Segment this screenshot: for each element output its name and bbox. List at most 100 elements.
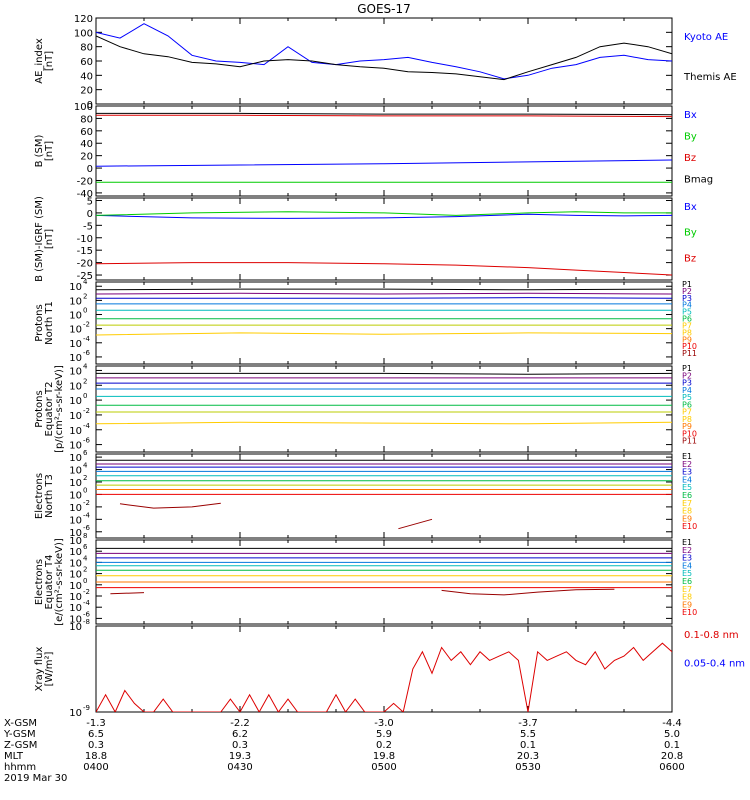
y-tick-label: 10 <box>69 515 82 526</box>
y-tick-label: 10 <box>69 478 82 489</box>
legend-e5: E5 <box>682 569 692 578</box>
legend-e3: E3 <box>682 554 692 563</box>
series-segment <box>441 588 615 596</box>
legend-e7: E7 <box>682 585 692 594</box>
footer-value: 18.8 <box>85 751 107 762</box>
legend-e10: E10 <box>682 608 697 617</box>
y-tick-label: 10 <box>69 547 82 558</box>
footer-row-label: Y-GSM <box>3 729 36 740</box>
y-tick-label: 10 <box>69 490 82 501</box>
y-tick-exponent: -4 <box>83 511 91 519</box>
y-tick-label: -5 <box>83 221 93 232</box>
y-tick-exponent: 0 <box>83 486 87 494</box>
series-line-bx <box>96 213 672 219</box>
legend-p9: P9 <box>682 422 692 431</box>
legend-bmag: Bmag <box>684 174 713 185</box>
y-tick-label: 0 <box>87 164 93 175</box>
y-tick-exponent: 0 <box>83 307 87 315</box>
legend-p2: P2 <box>682 287 692 296</box>
y-axis-label: Equator T2 <box>44 382 55 437</box>
legend-p6: P6 <box>682 400 692 409</box>
y-tick-exponent: 4 <box>83 554 88 562</box>
legend-kyoto-ae: Kyoto AE <box>684 32 728 43</box>
y-tick-exponent: 6 <box>83 449 88 457</box>
legend-by: By <box>684 131 697 142</box>
y-tick-label: 40 <box>80 71 93 82</box>
legend-p1: P1 <box>682 364 692 373</box>
y-tick-exponent: 4 <box>83 462 88 470</box>
footer-value: 0.1 <box>520 740 536 751</box>
y-tick-label: 100 <box>74 102 93 113</box>
y-axis-label: [W/m²] <box>44 651 55 686</box>
y-tick-label: 40 <box>80 139 93 150</box>
legend-p1: P1 <box>682 280 692 289</box>
footer-value: -1.3 <box>86 718 106 729</box>
y-tick-label: 0 <box>87 209 93 220</box>
y-tick-label: 100 <box>74 28 93 39</box>
legend-p2: P2 <box>682 371 692 380</box>
footer-value: 5.9 <box>376 729 392 740</box>
legend-e6: E6 <box>682 577 692 586</box>
y-axis-label: [nT] <box>44 229 55 249</box>
y-axis-label: Xray flux <box>34 647 45 692</box>
y-tick-label: -40 <box>77 189 93 200</box>
series-line-bmag <box>96 112 672 116</box>
footer-value: 0.3 <box>232 740 248 751</box>
y-tick-label: -20 <box>77 259 93 270</box>
y-tick-label: 10 <box>69 441 82 452</box>
y-tick-label: 10 <box>69 396 82 407</box>
footer-value: 5.0 <box>664 729 680 740</box>
y-tick-label: -20 <box>77 176 93 187</box>
legend-p10: P10 <box>682 342 697 351</box>
y-tick-exponent: -6 <box>83 524 91 532</box>
y-tick-exponent: -4 <box>83 335 91 343</box>
y-tick-exponent: -9 <box>83 704 90 712</box>
y-tick-label: 10 <box>69 381 82 392</box>
footer-value: 0.1 <box>664 740 680 751</box>
legend-p11: P11 <box>682 437 697 446</box>
y-axis-label: [e/(cm²-s-sr-keV)] <box>54 538 65 626</box>
legend-p8: P8 <box>682 415 692 424</box>
y-tick-label: 10 <box>69 282 82 293</box>
y-axis-label: B (SM)-IGRF (SM) <box>34 196 45 282</box>
y-tick-exponent: 4 <box>83 362 88 370</box>
series-segment <box>119 502 221 509</box>
y-axis-label: [nT] <box>44 141 55 161</box>
y-axis-label: Electrons <box>34 559 45 605</box>
legend-bx: Bx <box>684 202 697 213</box>
y-axis-label: Protons <box>34 304 45 341</box>
series-segment <box>110 592 145 595</box>
y-tick-exponent: -2 <box>83 407 90 415</box>
legend-p5: P5 <box>682 393 692 402</box>
y-axis-label: [nT] <box>44 51 55 71</box>
footer-value: 20.3 <box>517 751 539 762</box>
y-tick-label: 10 <box>69 296 82 307</box>
y-axis-label: North T3 <box>44 474 55 518</box>
plot-title: GOES-17 <box>357 2 411 16</box>
legend-p7: P7 <box>682 321 692 330</box>
y-tick-label: 10 <box>69 592 82 603</box>
panel-frame <box>95 197 673 281</box>
y-tick-label: 0 <box>87 100 93 111</box>
footer-value: 5.5 <box>520 729 536 740</box>
legend-p4: P4 <box>682 386 692 395</box>
series-segment <box>398 518 433 530</box>
y-tick-label: 10 <box>69 339 82 350</box>
footer-value: 19.8 <box>373 751 395 762</box>
y-tick-exponent: -6 <box>83 437 91 445</box>
y-tick-label: 10 <box>69 614 82 625</box>
y-tick-exponent: -4 <box>83 422 91 430</box>
series-line-p2 <box>96 292 672 295</box>
y-tick-exponent: 8 <box>83 532 87 540</box>
y-tick-label: 10 <box>69 528 82 539</box>
y-tick-label: 10 <box>69 411 82 422</box>
series-line-p3 <box>96 297 672 299</box>
legend-e9: E9 <box>682 600 692 609</box>
y-tick-label: 20 <box>80 86 93 97</box>
y-tick-label: 10 <box>69 366 82 377</box>
footer-value: 6.2 <box>232 729 248 740</box>
y-axis-label: Equator T4 <box>44 555 55 610</box>
footer-value: 0.2 <box>376 740 392 751</box>
